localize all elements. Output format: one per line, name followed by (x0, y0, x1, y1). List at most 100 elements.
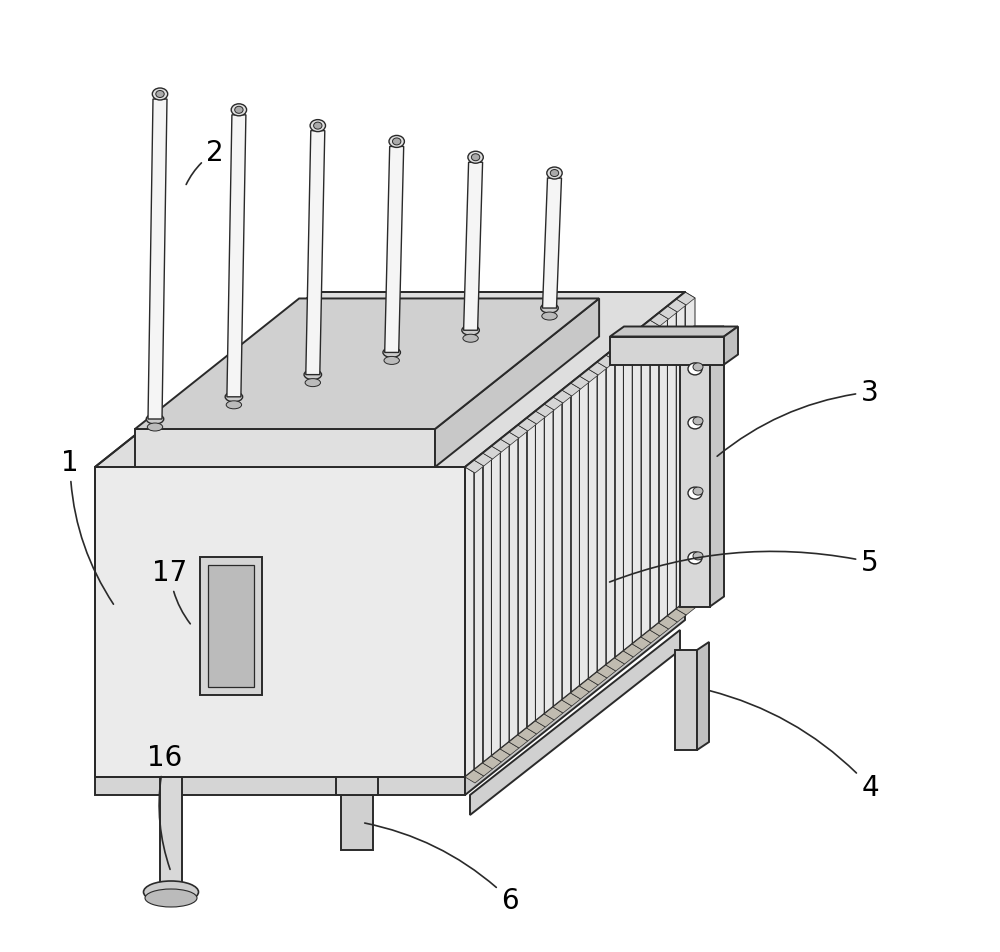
Text: 16: 16 (147, 744, 183, 869)
Polygon shape (474, 461, 484, 776)
Ellipse shape (468, 152, 483, 164)
Ellipse shape (384, 357, 399, 365)
Polygon shape (385, 148, 404, 353)
Polygon shape (465, 770, 484, 783)
Polygon shape (527, 722, 545, 734)
Ellipse shape (146, 414, 164, 425)
Polygon shape (623, 335, 642, 347)
Ellipse shape (152, 89, 168, 101)
Polygon shape (597, 356, 616, 368)
Polygon shape (659, 616, 677, 629)
Polygon shape (680, 337, 710, 606)
Polygon shape (535, 411, 545, 727)
Polygon shape (509, 426, 528, 439)
Polygon shape (641, 321, 660, 333)
Polygon shape (606, 356, 616, 671)
Polygon shape (544, 707, 563, 721)
Polygon shape (571, 377, 589, 389)
Polygon shape (542, 179, 561, 308)
Polygon shape (465, 292, 685, 777)
Ellipse shape (235, 108, 243, 114)
Text: 6: 6 (365, 823, 519, 914)
Polygon shape (553, 701, 572, 713)
Ellipse shape (226, 402, 242, 409)
Text: 3: 3 (717, 379, 879, 457)
Polygon shape (606, 659, 625, 671)
Polygon shape (491, 440, 510, 452)
Ellipse shape (392, 139, 401, 146)
Ellipse shape (463, 335, 478, 343)
Text: 1: 1 (61, 448, 113, 605)
Polygon shape (135, 299, 599, 429)
Polygon shape (509, 735, 528, 748)
Polygon shape (509, 432, 519, 748)
Polygon shape (336, 777, 378, 795)
Polygon shape (588, 363, 607, 376)
Polygon shape (470, 630, 680, 815)
Ellipse shape (693, 418, 703, 426)
Polygon shape (623, 342, 633, 657)
Ellipse shape (471, 154, 480, 162)
Text: 2: 2 (186, 139, 224, 186)
Polygon shape (544, 398, 563, 410)
Polygon shape (641, 630, 660, 644)
Polygon shape (623, 645, 642, 657)
Polygon shape (685, 292, 695, 608)
Polygon shape (597, 363, 607, 678)
Polygon shape (610, 337, 724, 366)
Polygon shape (200, 558, 262, 695)
Polygon shape (474, 453, 493, 466)
Polygon shape (465, 461, 484, 473)
Polygon shape (724, 327, 738, 366)
Ellipse shape (156, 91, 164, 98)
Polygon shape (95, 467, 465, 777)
Ellipse shape (542, 312, 557, 321)
Polygon shape (667, 307, 677, 623)
Ellipse shape (693, 364, 703, 371)
Polygon shape (527, 411, 545, 425)
Polygon shape (474, 764, 493, 776)
Polygon shape (632, 335, 642, 650)
Text: 5: 5 (610, 548, 879, 583)
Ellipse shape (541, 304, 558, 314)
Polygon shape (518, 728, 537, 742)
Polygon shape (571, 384, 581, 700)
Polygon shape (676, 603, 695, 615)
Polygon shape (562, 384, 581, 397)
Polygon shape (641, 327, 651, 644)
Polygon shape (95, 292, 685, 467)
Ellipse shape (383, 348, 400, 358)
Polygon shape (659, 307, 677, 320)
Ellipse shape (550, 170, 559, 177)
Ellipse shape (314, 123, 322, 130)
Ellipse shape (145, 889, 197, 907)
Polygon shape (676, 300, 686, 615)
Ellipse shape (389, 136, 404, 149)
Ellipse shape (304, 370, 322, 380)
Polygon shape (544, 405, 554, 721)
Polygon shape (650, 624, 669, 636)
Polygon shape (535, 405, 554, 418)
Ellipse shape (693, 552, 703, 561)
Polygon shape (535, 714, 554, 727)
Polygon shape (588, 672, 607, 685)
Polygon shape (527, 419, 537, 734)
Polygon shape (597, 665, 616, 678)
Polygon shape (588, 369, 598, 685)
Polygon shape (610, 327, 738, 337)
Polygon shape (435, 299, 599, 467)
Polygon shape (650, 313, 669, 327)
Polygon shape (518, 426, 528, 742)
Polygon shape (667, 300, 686, 312)
Polygon shape (160, 777, 182, 884)
Polygon shape (306, 131, 325, 375)
Polygon shape (518, 419, 537, 431)
Polygon shape (341, 795, 373, 850)
Ellipse shape (147, 424, 163, 431)
Polygon shape (676, 292, 695, 306)
Ellipse shape (144, 881, 199, 903)
Polygon shape (135, 429, 435, 467)
Polygon shape (615, 348, 625, 664)
Polygon shape (680, 327, 724, 337)
Ellipse shape (310, 121, 325, 132)
